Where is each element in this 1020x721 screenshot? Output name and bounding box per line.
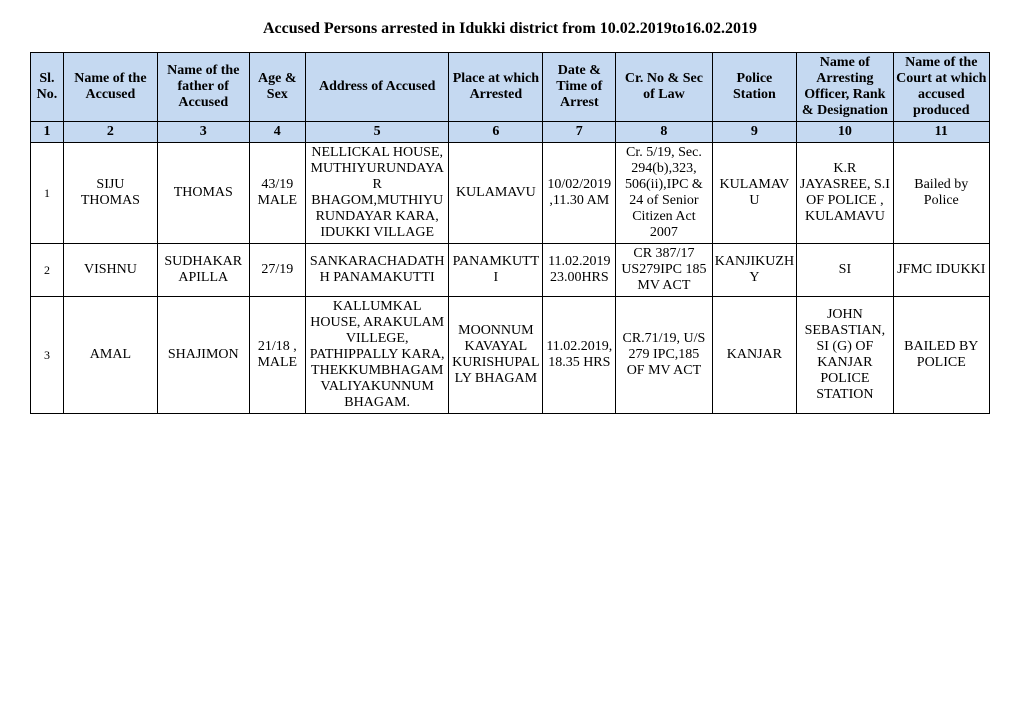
table-colnum-row: 1234567891011	[31, 122, 990, 143]
page-title: Accused Persons arrested in Idukki distr…	[30, 20, 990, 38]
col-header: Date & Time of Arrest	[543, 53, 616, 122]
col-num: 4	[249, 122, 305, 143]
cell-address: SANKARACHADATH H PANAMAKUTTI	[305, 244, 448, 297]
col-num: 10	[797, 122, 893, 143]
cell-father: SHAJIMON	[157, 297, 249, 414]
cell-age_sex: 27/19	[249, 244, 305, 297]
cell-place: KULAMAVU	[449, 143, 543, 244]
cell-sl: 2	[31, 244, 64, 297]
col-num: 2	[63, 122, 157, 143]
cell-name: VISHNU	[63, 244, 157, 297]
cell-court: Bailed by Police	[893, 143, 989, 244]
cell-place: MOONNUM KAVAYAL KURISHUPALLY BHAGAM	[449, 297, 543, 414]
table-row: 3AMALSHAJIMON21/18 , MALEKALLUMKAL HOUSE…	[31, 297, 990, 414]
cell-place: PANAMKUTTI	[449, 244, 543, 297]
table-header-row: Sl. No.Name of the AccusedName of the fa…	[31, 53, 990, 122]
col-header: Address of Accused	[305, 53, 448, 122]
cell-age_sex: 43/19 MALE	[249, 143, 305, 244]
table-row: 1SIJU THOMASTHOMAS43/19 MALENELLICKAL HO…	[31, 143, 990, 244]
cell-address: KALLUMKAL HOUSE, ARAKULAM VILLEGE, PATHI…	[305, 297, 448, 414]
col-header: Name of the Accused	[63, 53, 157, 122]
arrest-table: Sl. No.Name of the AccusedName of the fa…	[30, 52, 990, 414]
cell-datetime: 11.02.2019 23.00HRS	[543, 244, 616, 297]
cell-crsec: Cr. 5/19, Sec. 294(b),323, 506(ii),IPC &…	[616, 143, 712, 244]
col-header: Police Station	[712, 53, 797, 122]
cell-datetime: 10/02/2019 ,11.30 AM	[543, 143, 616, 244]
col-num: 11	[893, 122, 989, 143]
cell-name: SIJU THOMAS	[63, 143, 157, 244]
col-num: 8	[616, 122, 712, 143]
cell-station: KULAMAVU	[712, 143, 797, 244]
col-header: Sl. No.	[31, 53, 64, 122]
cell-sl: 1	[31, 143, 64, 244]
cell-name: AMAL	[63, 297, 157, 414]
col-header: Name of the Court at which accused produ…	[893, 53, 989, 122]
cell-sl: 3	[31, 297, 64, 414]
cell-court: BAILED BY POLICE	[893, 297, 989, 414]
col-num: 7	[543, 122, 616, 143]
cell-address: NELLICKAL HOUSE, MUTHIYURUNDAYAR BHAGOM,…	[305, 143, 448, 244]
col-header: Cr. No & Sec of Law	[616, 53, 712, 122]
cell-officer: JOHN SEBASTIAN, SI (G) OF KANJAR POLICE …	[797, 297, 893, 414]
cell-age_sex: 21/18 , MALE	[249, 297, 305, 414]
cell-officer: SI	[797, 244, 893, 297]
col-header: Name of Arresting Officer, Rank & Design…	[797, 53, 893, 122]
cell-crsec: CR 387/17 US279IPC 185 MV ACT	[616, 244, 712, 297]
cell-officer: K.R JAYASREE, S.I OF POLICE , KULAMAVU	[797, 143, 893, 244]
cell-station: KANJIKUZHY	[712, 244, 797, 297]
col-num: 6	[449, 122, 543, 143]
cell-datetime: 11.02.2019, 18.35 HRS	[543, 297, 616, 414]
cell-father: SUDHAKARAPILLA	[157, 244, 249, 297]
col-header: Age & Sex	[249, 53, 305, 122]
cell-station: KANJAR	[712, 297, 797, 414]
cell-crsec: CR.71/19, U/S 279 IPC,185 OF MV ACT	[616, 297, 712, 414]
cell-father: THOMAS	[157, 143, 249, 244]
table-row: 2VISHNUSUDHAKARAPILLA27/19SANKARACHADATH…	[31, 244, 990, 297]
col-header: Name of the father of Accused	[157, 53, 249, 122]
col-num: 3	[157, 122, 249, 143]
col-num: 5	[305, 122, 448, 143]
cell-court: JFMC IDUKKI	[893, 244, 989, 297]
col-num: 9	[712, 122, 797, 143]
col-num: 1	[31, 122, 64, 143]
table-body: 1SIJU THOMASTHOMAS43/19 MALENELLICKAL HO…	[31, 143, 990, 414]
col-header: Place at which Arrested	[449, 53, 543, 122]
